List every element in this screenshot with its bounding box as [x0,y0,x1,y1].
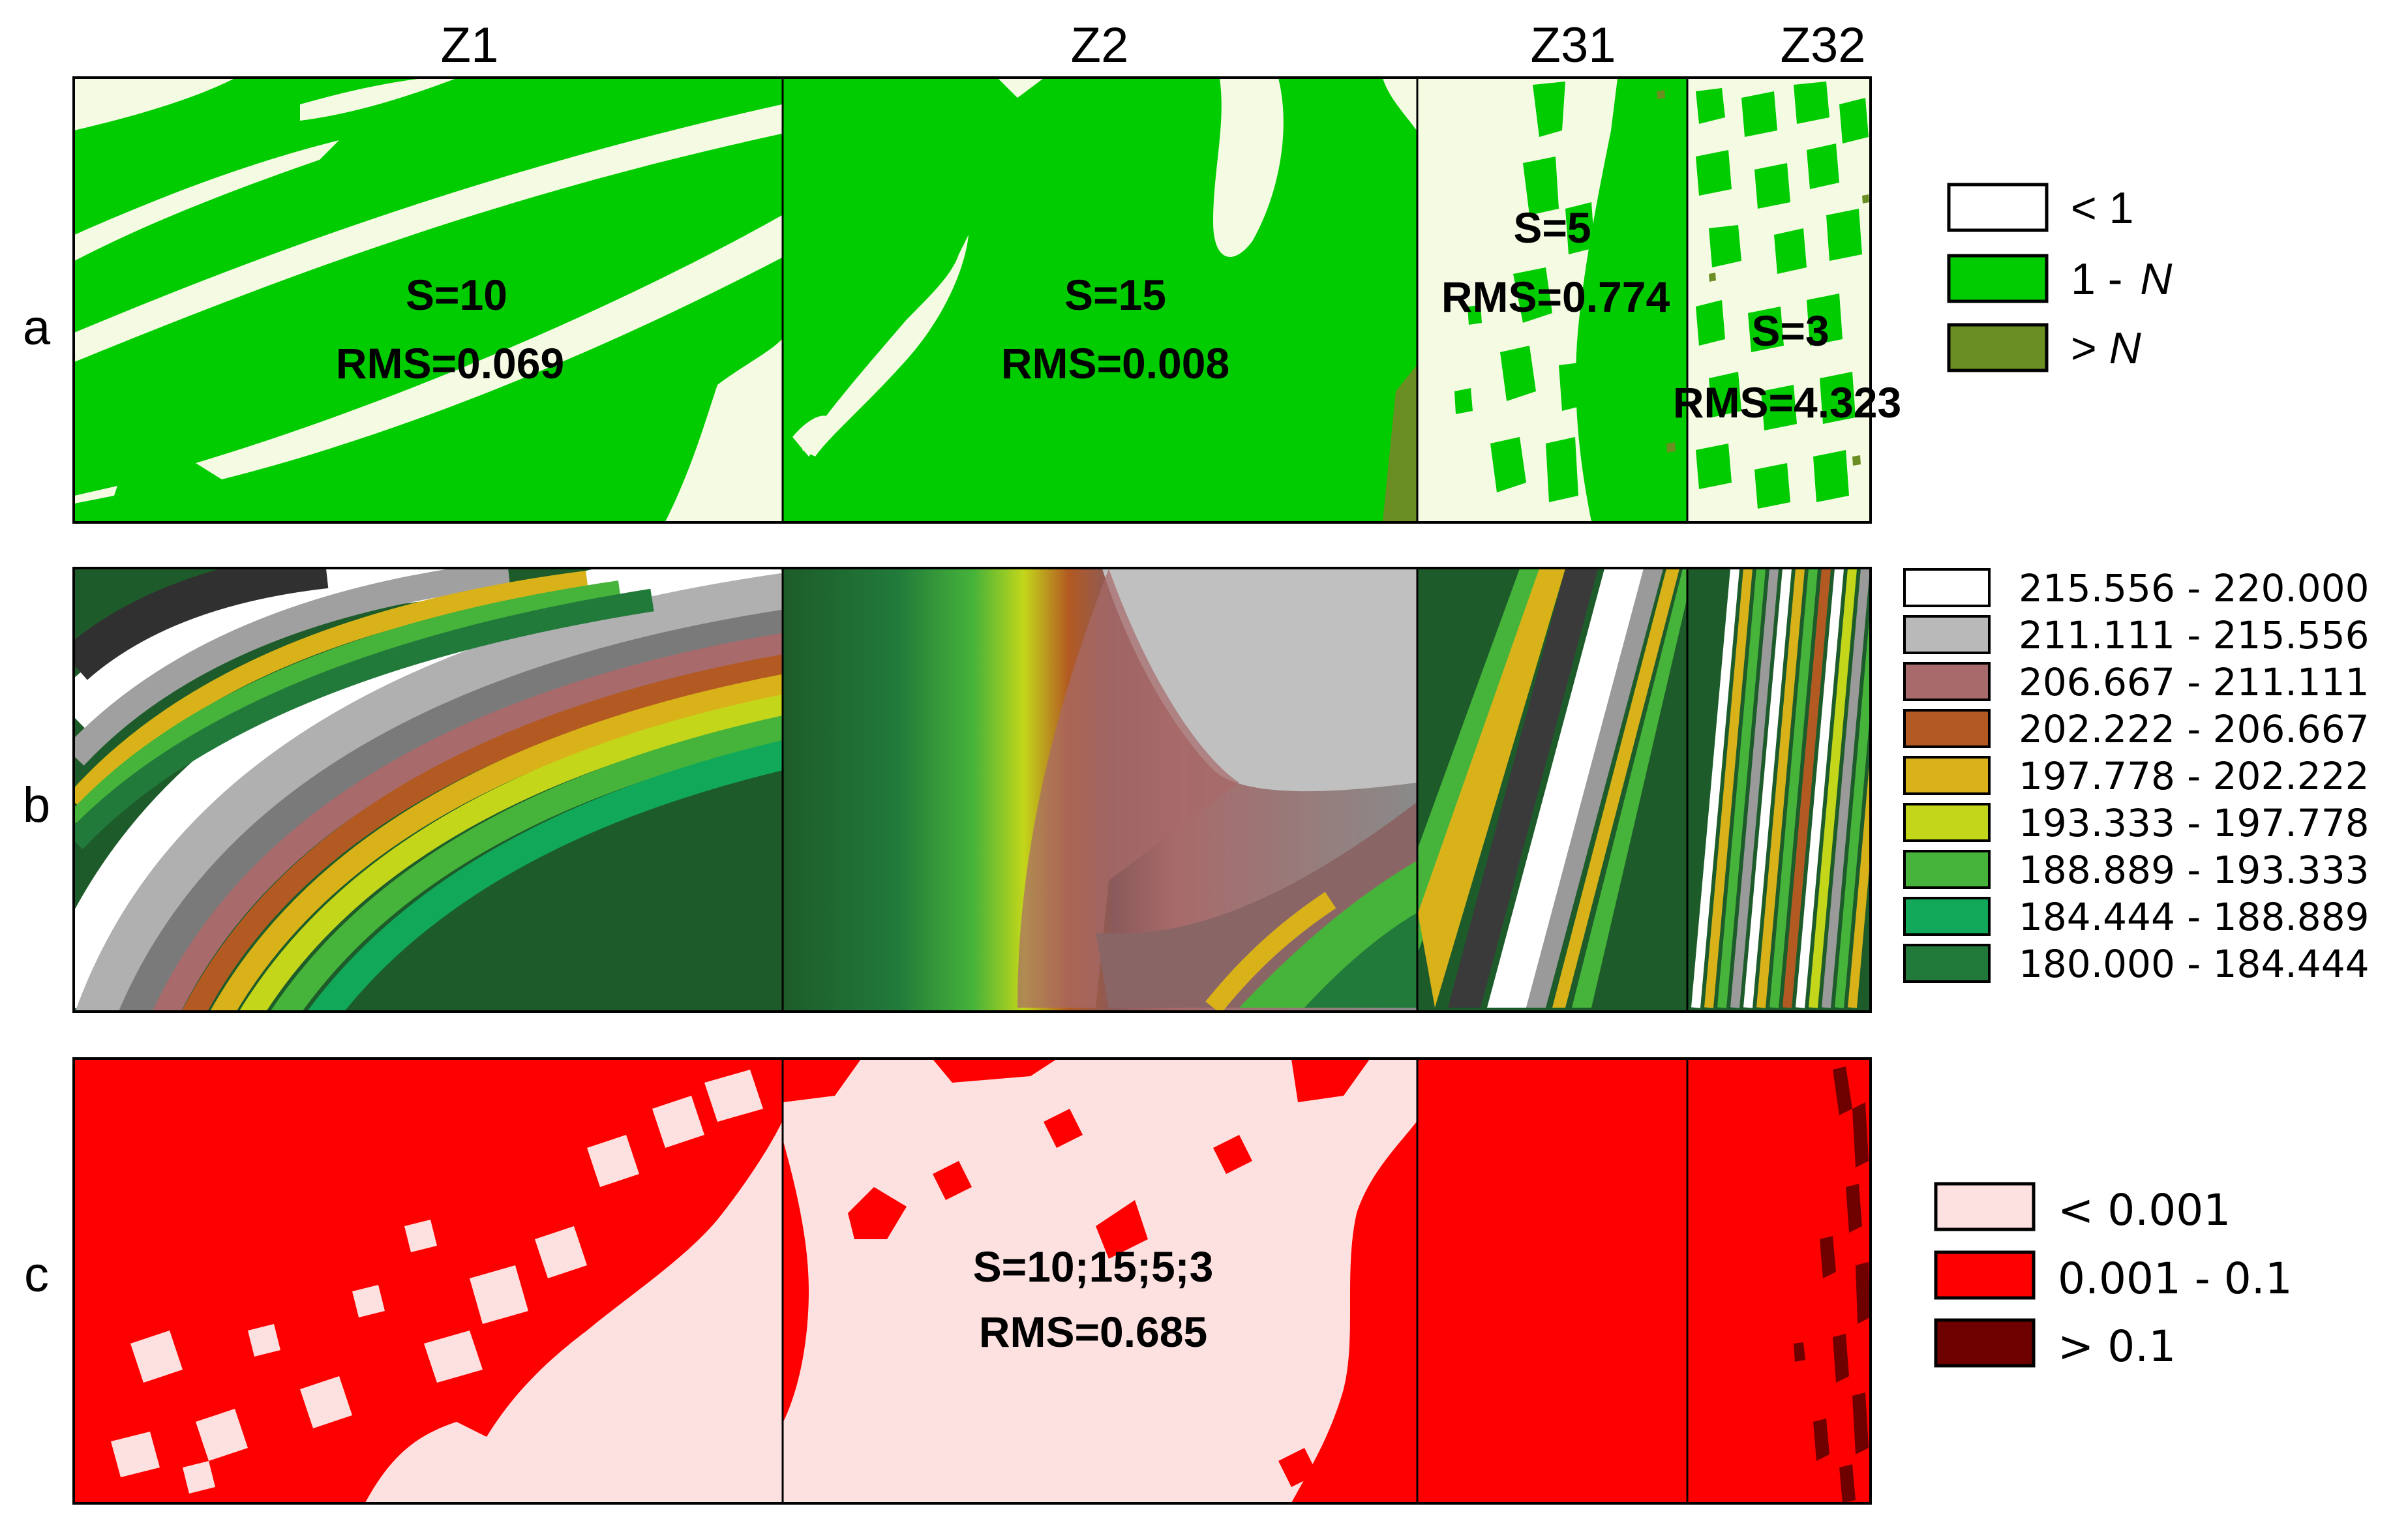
legend-b-swatch-8 [1903,897,1991,936]
legend-a-label-below-1: < 1 [2071,183,2133,233]
legend-b-label-3: 206.667 - 211.111 [2019,660,2370,704]
legend-b-label-7: 188.889 - 193.333 [2019,848,2370,892]
legend-c-label-below-0001: < 0.001 [2058,1185,2231,1235]
legend-b-swatch-7 [1903,850,1991,889]
legend-b-swatch-1 [1903,568,1991,607]
legend-c-swatch-0001-to-01 [1934,1250,2036,1300]
zone-label-z2: Z2 [1071,18,1129,73]
panel-b-z2-map [783,569,1417,1011]
legend-b-swatch-3 [1903,662,1991,701]
panel-a-annotations: S=10 RMS=0.069 S=15 RMS=0.008 S=5 RMS=0.… [336,203,1901,427]
panel-c-map [74,1059,1870,1503]
panel-a-z32-s-label: S=3 [1751,307,1829,355]
legend-b-swatch-5 [1903,756,1991,795]
zone-label-z1: Z1 [441,18,499,73]
row-label-b: b [23,777,50,833]
legend-b-swatch-9 [1903,944,1991,983]
row-labels: a b c [23,300,51,1302]
panel-a-z32-map [1688,78,1870,522]
legend-b-label-9: 180.000 - 184.444 [2019,942,2370,986]
panel-b-z1-map [74,569,782,1011]
legend-a-swatch-below-1 [1947,183,2049,232]
panel-a-z32-rms-label: RMS=4.323 [1673,378,1901,427]
legend-b-swatch-2 [1903,615,1991,654]
panel-a-z31-s-label: S=5 [1513,203,1591,252]
zone-headers: Z1 Z2 Z31 Z32 [441,18,1866,73]
legend-c-swatch-below-0001 [1934,1182,2036,1231]
panel-a-z2-map [783,78,1417,522]
panel-b [72,567,1872,1013]
panel-c: S=10;15;5;3 RMS=0.685 [72,1057,1872,1505]
legend-c-label-0001-to-01: 0.001 - 0.1 [2058,1254,2293,1304]
panel-b-frame [72,567,1872,1013]
legend-c-swatch-above-01 [1934,1318,2036,1368]
panel-a-z2-rms-label: RMS=0.008 [1001,339,1229,387]
panel-c-frame [72,1057,1872,1505]
panel-c-legend: < 0.001 0.001 - 0.1 > 0.1 [1934,1182,2293,1372]
legend-a-swatch-1-to-n [1947,254,2049,303]
panel-b-legend: 215.556 - 220.000 211.111 - 215.556 206.… [1903,566,2370,986]
legend-b-label-6: 193.333 - 197.778 [2019,801,2370,845]
panel-a-z1-map [74,78,782,522]
panel-a-z31-map [1418,78,1687,522]
panel-a-z1-rms-label: RMS=0.069 [336,339,564,387]
panel-a-z1-s-label: S=10 [406,271,507,319]
legend-b-swatch-4 [1903,709,1991,748]
panel-c-s-label: S=10;15;5;3 [973,1242,1214,1291]
zone-label-z32: Z32 [1781,18,1866,73]
panel-a-z31-rms-label: RMS=0.774 [1441,273,1670,321]
legend-a-swatch-above-n [1947,323,2049,372]
panel-a-frame [72,76,1872,524]
legend-c-label-above-01: > 0.1 [2058,1321,2176,1372]
row-label-a: a [23,300,51,355]
legend-b-label-8: 184.444 - 188.889 [2019,895,2370,939]
zone-label-z31: Z31 [1531,18,1616,73]
panel-b-z32-map [1688,569,1870,1011]
legend-a-label-above-n: > N [2071,323,2142,373]
panel-c-annotations: S=10;15;5;3 RMS=0.685 [973,1242,1214,1356]
row-label-c: c [24,1247,49,1302]
legend-b-label-4: 202.222 - 206.667 [2019,707,2370,751]
legend-b-label-5: 197.778 - 202.222 [2019,754,2370,798]
legend-a-label-1-to-n: 1 - N [2071,254,2173,304]
legend-b-swatch-6 [1903,803,1991,842]
legend-b-label-1: 215.556 - 220.000 [2019,566,2370,610]
panel-b-z31-map [1418,569,1687,1011]
panel-c-rms-label: RMS=0.685 [979,1308,1207,1356]
legend-b-label-2: 211.111 - 215.556 [2019,613,2370,657]
panel-a-legend: < 1 1 - N > N [1947,183,2173,373]
panel-a-z2-s-label: S=15 [1064,271,1166,319]
panel-a: S=10 RMS=0.069 S=15 RMS=0.008 S=5 RMS=0.… [72,76,1901,524]
